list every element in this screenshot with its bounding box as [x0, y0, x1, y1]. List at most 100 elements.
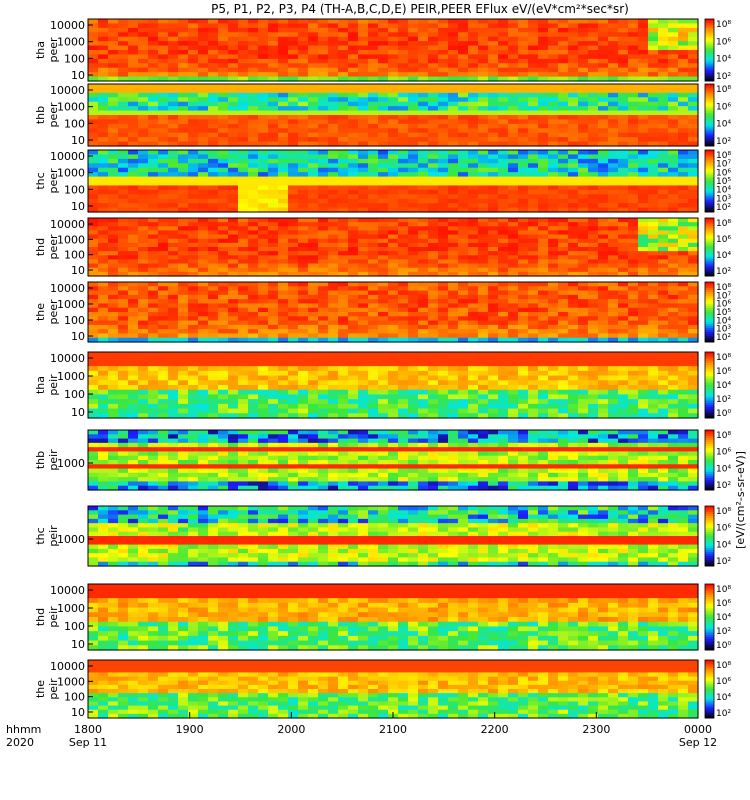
heat-cell [208, 163, 219, 169]
heat-cell [578, 181, 589, 187]
heat-cell [468, 163, 479, 169]
heat-cell [458, 198, 469, 204]
heat-cell [188, 352, 199, 358]
heat-cell [318, 234, 329, 240]
heat-cell [548, 101, 559, 107]
heat-cell [188, 97, 199, 103]
heat-cell [668, 222, 679, 227]
colorbar-segment [705, 23, 714, 26]
heat-cell [568, 316, 579, 322]
heat-cell [518, 141, 529, 147]
heat-cell [238, 128, 249, 134]
heat-cell [358, 23, 369, 29]
heat-cell [218, 32, 229, 38]
heat-cell [488, 251, 499, 256]
heat-cell [318, 238, 329, 244]
heat-cell [318, 67, 329, 73]
heat-cell [88, 403, 99, 410]
heat-cell [578, 132, 589, 138]
heat-cell [288, 92, 299, 98]
heat-cell [568, 230, 579, 236]
heat-cell [328, 123, 339, 129]
heat-cell [468, 76, 479, 82]
heat-cell [418, 67, 429, 73]
heat-cell [368, 290, 379, 296]
heat-cell [168, 203, 179, 209]
heat-cell [188, 316, 199, 322]
heat-cell [288, 337, 299, 343]
heat-cell [378, 366, 389, 372]
heat-cell [488, 76, 499, 82]
heat-cell [498, 32, 509, 38]
heat-cell [348, 251, 359, 256]
heat-cell [638, 207, 649, 213]
heat-cell [478, 132, 489, 138]
heat-cell [318, 181, 329, 187]
heat-cell [368, 88, 379, 94]
heat-cell [458, 282, 469, 287]
heat-cell [198, 329, 209, 335]
heat-cell [508, 242, 519, 248]
heat-cell [528, 316, 539, 322]
heat-cell [328, 267, 339, 273]
heat-cell [488, 271, 499, 277]
heat-cell [668, 189, 679, 195]
heat-cell [148, 67, 159, 73]
y-tick-label: 100 [64, 52, 85, 65]
heat-cell [398, 307, 409, 313]
heat-cell [458, 271, 469, 277]
heat-cell [388, 361, 399, 367]
heat-cell [438, 92, 449, 98]
heat-cell [188, 203, 199, 209]
heat-cell [128, 101, 139, 107]
heat-cell [248, 366, 259, 372]
heat-cell [398, 286, 409, 292]
heat-cell [398, 207, 409, 213]
heat-cell [518, 198, 529, 204]
heat-cell [658, 194, 669, 200]
heat-cell [228, 408, 239, 414]
heat-cell [378, 110, 389, 116]
colorbar-tick-label: 10⁴ [716, 251, 731, 261]
heat-cell [498, 307, 509, 313]
heat-cell [588, 88, 599, 94]
heat-cell [428, 101, 439, 107]
heat-cell [358, 185, 369, 191]
heat-cell [228, 218, 239, 223]
heat-cell [688, 286, 699, 292]
heat-cell [298, 324, 309, 330]
heat-cell [398, 389, 409, 396]
heat-cell [468, 115, 479, 121]
heat-cell [248, 370, 259, 377]
heat-cell [308, 158, 319, 164]
heat-cell [248, 92, 259, 98]
heat-cell [228, 312, 239, 317]
heat-cell [508, 72, 519, 78]
heat-cell [458, 324, 469, 330]
heat-cell [418, 366, 429, 372]
heat-cell [508, 50, 519, 56]
heat-cell [168, 352, 179, 358]
heat-cell [158, 119, 169, 125]
heat-cell [388, 251, 399, 256]
heat-cell [328, 337, 339, 343]
heat-cell [488, 247, 499, 252]
heat-cell [378, 32, 389, 38]
heat-cell [178, 333, 189, 339]
heat-cell [168, 312, 179, 317]
heat-cell [108, 366, 119, 372]
heat-cell [418, 320, 429, 326]
heat-cell [138, 267, 149, 273]
heat-cell [388, 23, 399, 29]
heat-cell [118, 141, 129, 147]
heat-cell [218, 282, 229, 287]
heat-cell [438, 337, 449, 343]
heat-cell [668, 50, 679, 56]
heat-cell [548, 294, 559, 300]
heat-cell [348, 242, 359, 248]
heat-cell [438, 115, 449, 121]
heat-cell [218, 67, 229, 73]
heat-cell [288, 45, 299, 51]
heat-cell [188, 50, 199, 56]
heat-cell [568, 19, 579, 25]
